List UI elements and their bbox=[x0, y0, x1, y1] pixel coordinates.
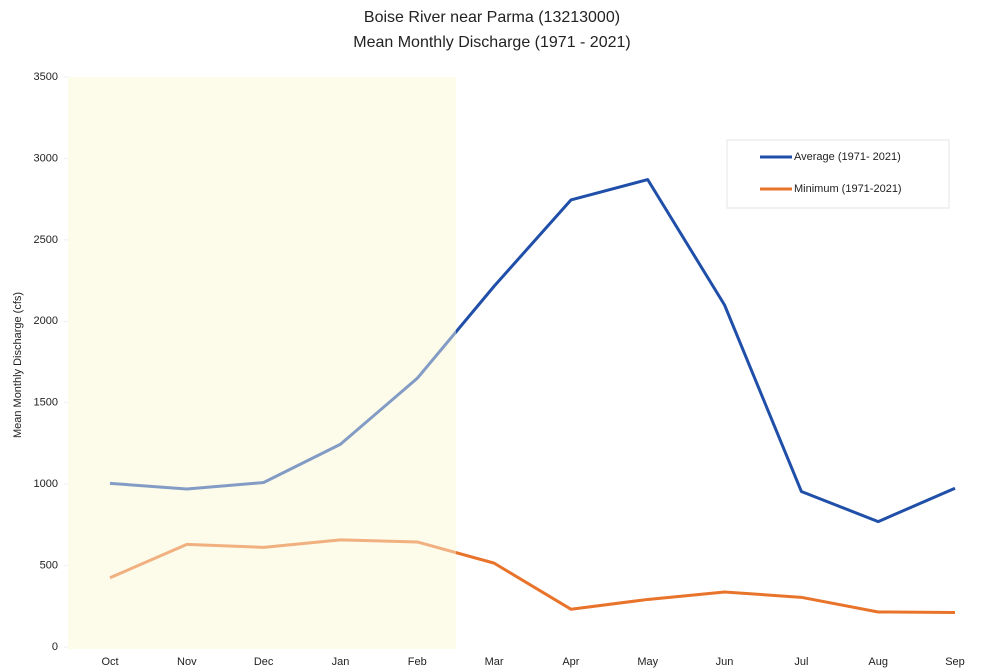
plot-area: 0 500 1000 1500 2000 2500 3000 3500 Oct Nov Dec Jan… bbox=[34, 71, 965, 668]
x-tick-label: Mar bbox=[485, 656, 504, 668]
y-tick-label: 1000 bbox=[34, 478, 58, 490]
highlight-region bbox=[68, 77, 456, 649]
x-tick-label: Nov bbox=[177, 656, 197, 668]
x-tick-label: Jul bbox=[794, 656, 808, 668]
x-tick-label: Jun bbox=[716, 656, 734, 668]
chart-title: Boise River near Parma (13213000) bbox=[364, 9, 620, 26]
x-tick-label: Jan bbox=[332, 656, 350, 668]
y-tick-label: 3000 bbox=[34, 152, 58, 164]
x-tick-label: Feb bbox=[408, 656, 427, 668]
highlight-overlay bbox=[68, 77, 456, 649]
y-tick-label: 2500 bbox=[34, 234, 58, 246]
x-tick-label: Apr bbox=[562, 656, 579, 668]
y-axis-label: Mean Monthly Discharge (cfs) bbox=[12, 292, 24, 438]
y-tick-label: 1500 bbox=[34, 397, 58, 409]
y-tick-label: 3500 bbox=[34, 71, 58, 83]
y-tick-label: 2000 bbox=[34, 315, 58, 327]
x-tick-label: Aug bbox=[868, 656, 888, 668]
y-tick-label: 500 bbox=[40, 559, 58, 571]
series-line bbox=[109, 538, 956, 614]
x-tick-label: Oct bbox=[101, 656, 118, 668]
legend bbox=[726, 139, 950, 209]
legend-label: Average (1971- 2021) bbox=[794, 151, 901, 163]
x-tick-label: Dec bbox=[254, 656, 274, 668]
x-tick-label: May bbox=[637, 656, 658, 668]
y-tick-label: 0 bbox=[52, 641, 58, 653]
x-tick-label: Sep bbox=[945, 656, 965, 668]
chart-subtitle: Mean Monthly Discharge (1971 - 2021) bbox=[353, 34, 630, 51]
series-line bbox=[109, 178, 956, 524]
legend-entries: Average (1971- 2021) Minimum (1971-2021) bbox=[760, 151, 902, 195]
legend-label: Minimum (1971-2021) bbox=[794, 183, 902, 195]
